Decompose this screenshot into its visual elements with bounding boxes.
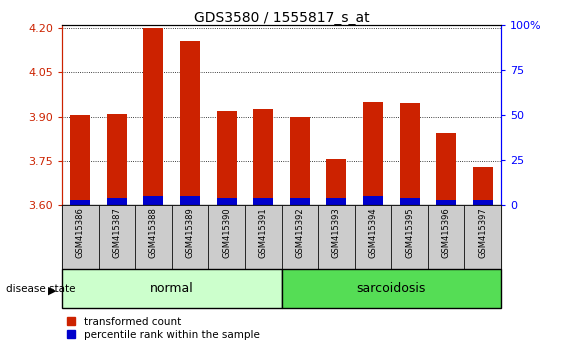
Text: GSM415391: GSM415391 bbox=[259, 207, 267, 258]
Bar bbox=[217, 198, 236, 205]
Bar bbox=[327, 159, 346, 205]
Text: ▶: ▶ bbox=[48, 285, 56, 295]
Text: GSM415395: GSM415395 bbox=[405, 207, 414, 258]
Text: GSM415397: GSM415397 bbox=[479, 207, 487, 258]
Text: GDS3580 / 1555817_s_at: GDS3580 / 1555817_s_at bbox=[194, 11, 369, 25]
Bar bbox=[245, 205, 282, 269]
Bar bbox=[400, 198, 419, 205]
Bar bbox=[290, 198, 310, 205]
Bar bbox=[144, 196, 163, 205]
Bar bbox=[62, 205, 99, 269]
Bar bbox=[253, 198, 273, 205]
Bar bbox=[428, 205, 464, 269]
Bar bbox=[70, 115, 90, 205]
Bar bbox=[253, 109, 273, 205]
Bar bbox=[327, 198, 346, 205]
Legend: transformed count, percentile rank within the sample: transformed count, percentile rank withi… bbox=[67, 317, 260, 340]
Bar bbox=[436, 133, 456, 205]
Bar bbox=[400, 103, 419, 205]
Bar bbox=[473, 200, 493, 205]
Bar bbox=[473, 167, 493, 205]
Bar bbox=[217, 110, 236, 205]
Bar bbox=[62, 269, 282, 308]
Text: GSM415393: GSM415393 bbox=[332, 207, 341, 258]
Bar bbox=[135, 205, 172, 269]
Bar bbox=[436, 200, 456, 205]
Bar bbox=[99, 205, 135, 269]
Text: disease state: disease state bbox=[6, 284, 75, 293]
Bar bbox=[355, 205, 391, 269]
Text: sarcoidosis: sarcoidosis bbox=[356, 282, 426, 295]
Text: GSM415386: GSM415386 bbox=[76, 207, 84, 258]
Bar bbox=[391, 205, 428, 269]
Bar bbox=[180, 41, 200, 205]
Bar bbox=[290, 116, 310, 205]
Text: GSM415390: GSM415390 bbox=[222, 207, 231, 258]
Bar bbox=[282, 269, 501, 308]
Text: GSM415394: GSM415394 bbox=[369, 207, 377, 258]
Text: normal: normal bbox=[150, 282, 194, 295]
Text: GSM415387: GSM415387 bbox=[113, 207, 121, 258]
Bar bbox=[144, 28, 163, 205]
Text: GSM415392: GSM415392 bbox=[296, 207, 304, 258]
Bar bbox=[464, 205, 501, 269]
Text: GSM415388: GSM415388 bbox=[149, 207, 158, 258]
Bar bbox=[208, 205, 245, 269]
Text: GSM415396: GSM415396 bbox=[442, 207, 450, 258]
Bar bbox=[180, 196, 200, 205]
Bar bbox=[282, 205, 318, 269]
Text: GSM415389: GSM415389 bbox=[186, 207, 194, 258]
Bar bbox=[107, 114, 127, 205]
Bar bbox=[172, 205, 208, 269]
Bar bbox=[107, 198, 127, 205]
Bar bbox=[318, 205, 355, 269]
Bar bbox=[363, 196, 383, 205]
Bar bbox=[363, 102, 383, 205]
Bar bbox=[70, 200, 90, 205]
